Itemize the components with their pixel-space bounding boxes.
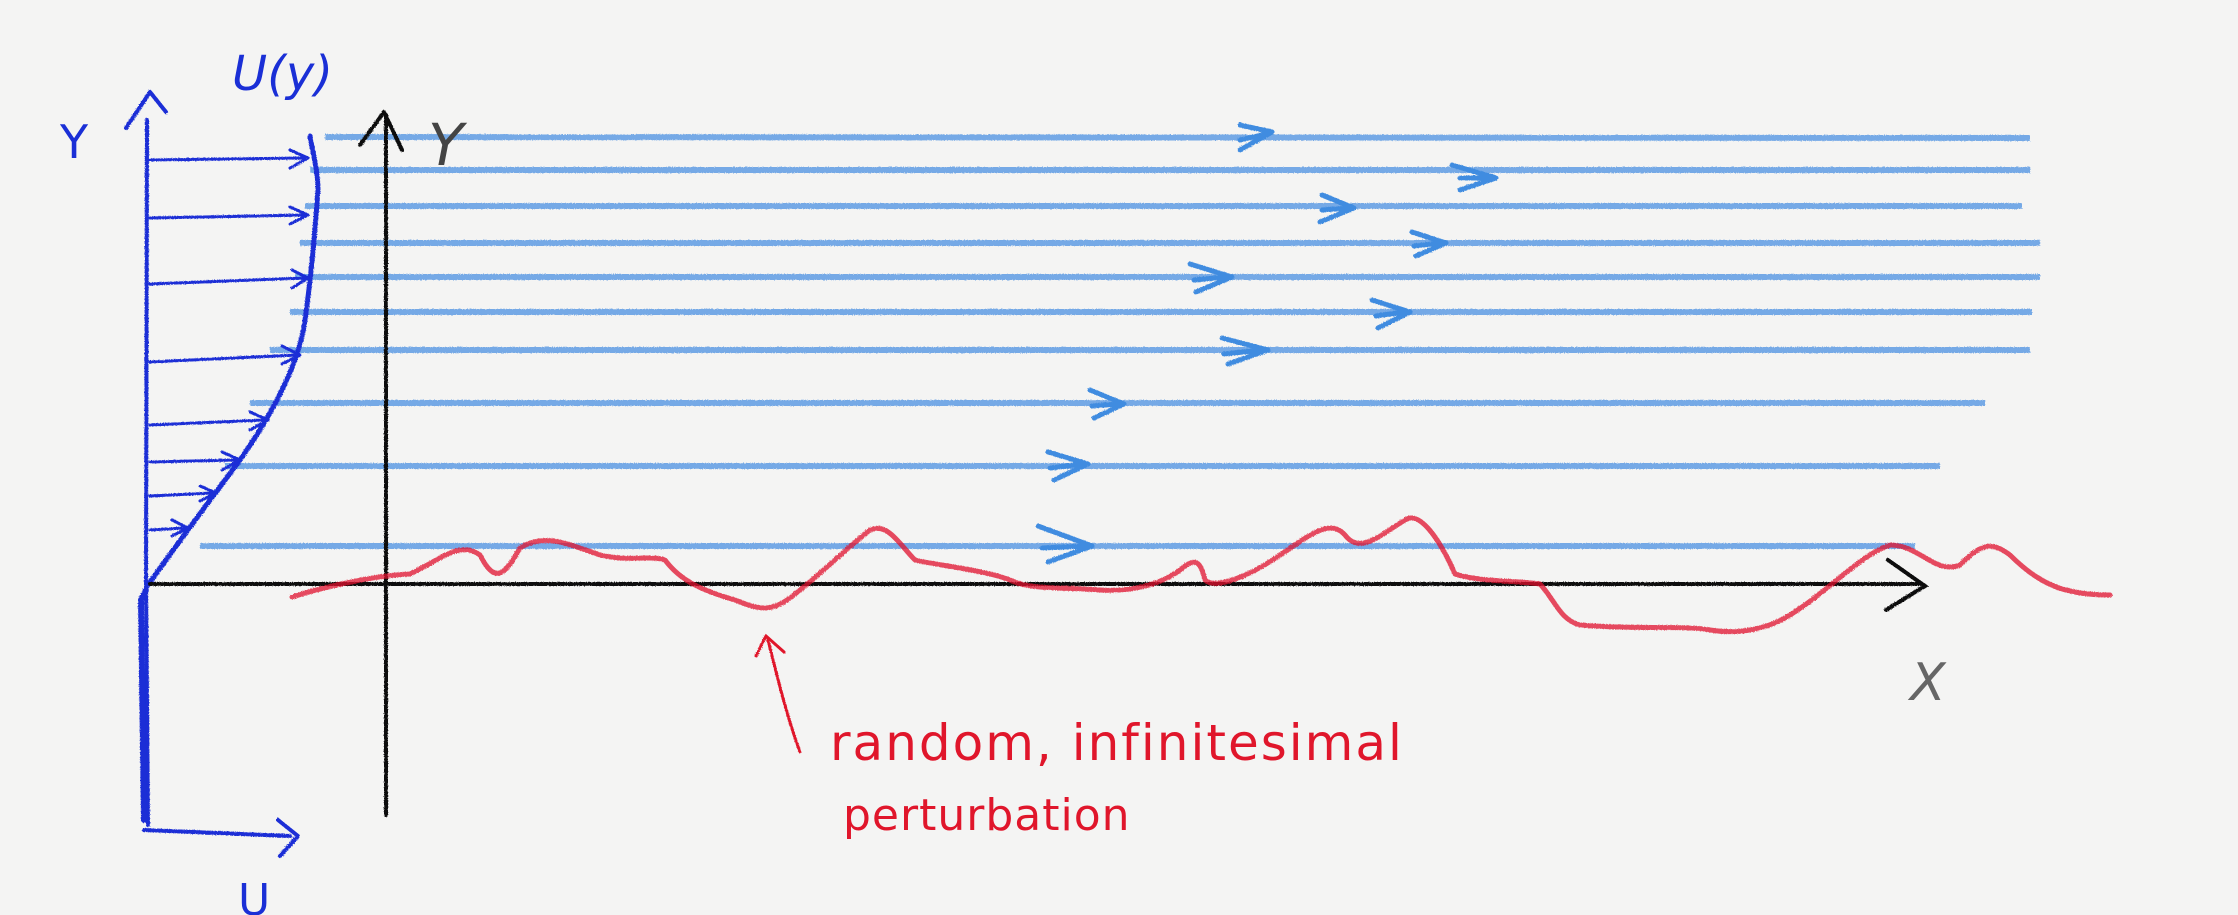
profile-arrow-icon <box>150 452 240 470</box>
profile-arrow-icon <box>150 150 308 168</box>
main-axis-x-label: X <box>1907 653 1947 713</box>
left-axis-y-label: Y <box>59 115 89 169</box>
streamline <box>325 137 2030 138</box>
annotation-line2: perturbation <box>843 790 1131 841</box>
bottom-axis-u-label: U <box>238 875 270 915</box>
profile-title: U(y) <box>232 46 333 102</box>
flow-arrow-icon <box>1372 300 1410 328</box>
flow-arrow-icon <box>1412 232 1446 256</box>
flow-arrow-icon <box>1190 264 1232 292</box>
flow-arrow-icon <box>1222 338 1268 364</box>
profile-arrow-icon <box>150 270 308 288</box>
main-axis-y-label: Y <box>428 111 468 179</box>
flow-arrow-icon <box>1090 390 1124 418</box>
velocity-profile <box>126 92 318 856</box>
flow-arrow-icon <box>1240 125 1272 150</box>
flow-arrows <box>1038 125 1496 562</box>
profile-arrow-icon <box>150 207 308 224</box>
flow-arrow-icon <box>1048 452 1088 480</box>
perturbation-wave <box>292 518 2110 632</box>
profile-axis-y <box>126 92 166 825</box>
flow-arrow-icon <box>1320 195 1354 222</box>
annotation-line1: random, infinitesimal <box>830 714 1404 772</box>
annotation-arrow <box>756 636 800 752</box>
profile-arrow-icon <box>150 412 268 430</box>
profile-axis-u <box>144 820 298 856</box>
streamlines <box>200 137 2040 546</box>
profile-arrow-icon <box>150 486 216 501</box>
